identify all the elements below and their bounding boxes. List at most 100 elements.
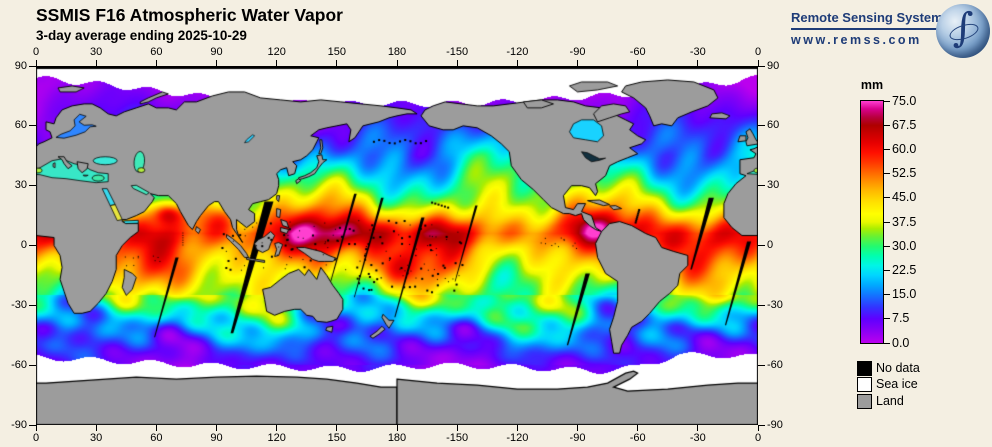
lon-tick-label-top: 60 [150, 46, 163, 58]
colorbar-tick [884, 269, 890, 271]
lon-tick-label-bottom: 30 [90, 432, 103, 444]
lon-tick-bottom [757, 425, 759, 431]
legend-label: Land [876, 393, 904, 408]
lon-tick-bottom [697, 425, 699, 431]
legend-label: No data [876, 361, 920, 375]
lon-tick-label-top: -150 [446, 46, 469, 58]
lon-tick-label-top: 120 [267, 46, 286, 58]
integral-icon: ∫ [952, 5, 974, 51]
world-map [36, 66, 758, 425]
colorbar-units-label: mm [860, 78, 884, 92]
legend-swatch [857, 393, 872, 409]
colorbar-tick [884, 245, 890, 247]
legend-swatch [857, 361, 872, 376]
lon-tick-label-bottom: 180 [387, 432, 407, 444]
colorbar-tick-label: 75.0 [892, 93, 917, 108]
lat-tick-label-left: -60 [11, 358, 27, 371]
colorbar-tick [884, 318, 890, 320]
lon-tick-label-top: 90 [210, 46, 223, 58]
page-title: SSMIS F16 Atmospheric Water Vapor [36, 5, 343, 25]
lon-tick-label-bottom: 60 [150, 432, 163, 444]
legend-item-land: Land [857, 393, 977, 410]
legend-swatch [857, 377, 872, 393]
lat-tick-label-right: 0 [767, 239, 774, 251]
logo-url-link[interactable]: www.remss.com [791, 33, 922, 47]
lat-tick-left [29, 364, 36, 366]
lon-tick-label-top: 30 [90, 46, 103, 58]
lon-tick-bottom [336, 425, 338, 431]
colorbar-tick [884, 221, 890, 223]
colorbar-tick [884, 173, 890, 175]
lon-tick-bottom [276, 425, 278, 431]
lat-tick-right [758, 424, 765, 426]
lon-tick-top [577, 60, 578, 66]
lon-tick-label-top: -60 [629, 46, 646, 58]
page-subtitle: 3-day average ending 2025-10-29 [36, 28, 247, 43]
colorbar-tick-label: 60.0 [892, 141, 917, 156]
lat-tick-left [29, 125, 36, 127]
lon-tick-bottom [637, 425, 639, 431]
lon-tick-label-top: -120 [506, 46, 529, 58]
lon-tick-top [396, 60, 398, 66]
lon-tick-top [216, 60, 217, 66]
lon-tick-label-bottom: -30 [689, 432, 706, 444]
lon-tick-label-top: -30 [689, 46, 706, 58]
lat-tick-label-left: -30 [11, 298, 27, 311]
colorbar-tick [884, 294, 890, 296]
colorbar-tick [884, 342, 890, 344]
lat-tick-label-right: -30 [767, 298, 783, 311]
water-vapor-raster [36, 66, 758, 425]
lon-tick-bottom [577, 425, 578, 431]
lat-tick-label-right: 90 [767, 59, 780, 72]
lon-tick-bottom [216, 425, 217, 431]
lon-tick-top [336, 60, 338, 66]
lon-tick-top [697, 60, 699, 66]
lat-tick-right [758, 65, 765, 67]
lat-tick-left [29, 245, 36, 246]
lon-tick-top [35, 60, 37, 66]
lon-tick-label-bottom: 0 [754, 432, 762, 444]
lon-tick-bottom [35, 425, 37, 431]
colorbar-tick-label: 0.0 [892, 335, 910, 350]
colorbar-tick-label: 45.0 [892, 190, 917, 205]
lon-tick-bottom [516, 425, 518, 431]
colorbar-tick-label: 30.0 [892, 238, 917, 253]
lat-tick-right [758, 364, 765, 366]
lon-tick-bottom [456, 425, 458, 431]
legend-item-sea-ice: Sea ice [857, 377, 977, 393]
lon-tick-top [516, 60, 518, 66]
lat-tick-left [29, 304, 36, 306]
colorbar-tick [884, 124, 890, 126]
lat-tick-right [758, 304, 765, 306]
lon-tick-bottom [396, 425, 398, 431]
lat-tick-left [29, 424, 36, 426]
lon-tick-label-bottom: -90 [569, 432, 586, 444]
lon-tick-label-top: 180 [387, 46, 407, 58]
lon-tick-label-top: 0 [32, 46, 40, 58]
colorbar [860, 100, 884, 344]
lon-tick-label-top: -90 [569, 46, 586, 58]
earth-globe-icon: ∫ [936, 4, 990, 58]
lat-tick-label-right: -60 [767, 358, 783, 371]
lat-tick-label-right: 30 [767, 179, 780, 192]
lon-tick-bottom [95, 425, 97, 431]
lat-tick-right [758, 245, 765, 246]
lon-tick-label-bottom: 90 [210, 432, 223, 444]
lon-tick-label-bottom: 120 [267, 432, 286, 444]
lat-tick-label-right: 60 [767, 119, 780, 132]
colorbar-tick-label: 37.5 [892, 214, 917, 229]
lon-tick-label-top: 150 [327, 46, 346, 58]
colorbar-tick [884, 100, 890, 102]
lon-tick-label-top: 0 [754, 46, 762, 58]
lat-tick-label-left: 30 [14, 179, 27, 192]
lon-tick-top [637, 60, 639, 66]
colorbar-tick-label: 7.5 [892, 311, 910, 326]
lat-tick-label-left: 90 [14, 59, 27, 72]
lon-tick-top [757, 60, 759, 66]
legend-item-no-data: No data [857, 361, 977, 377]
lon-tick-top [95, 60, 97, 66]
colorbar-tick [884, 148, 890, 150]
colorbar-tick-label: 67.5 [892, 117, 917, 132]
logo-org-name: Remote Sensing Systems [791, 10, 958, 30]
